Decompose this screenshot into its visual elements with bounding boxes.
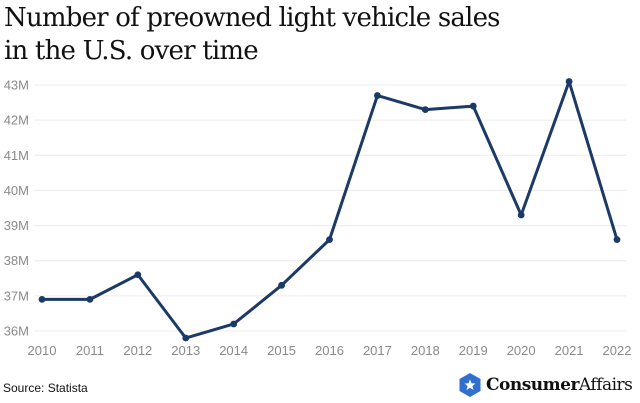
y-tick-label: 37M xyxy=(4,288,29,303)
data-point xyxy=(613,236,621,244)
x-tick-label: 2013 xyxy=(171,343,200,358)
data-point xyxy=(326,236,333,244)
y-axis-ticks: 36M 37M 38M 39M 40M 41M 42M 43M xyxy=(4,78,29,339)
gridlines xyxy=(34,84,626,332)
y-tick-label: 39M xyxy=(4,218,29,233)
y-tick-label: 41M xyxy=(4,148,29,163)
x-tick-label: 2010 xyxy=(28,343,57,358)
brand-name-bold: Consumer xyxy=(486,375,579,395)
x-tick-label: 2020 xyxy=(507,343,536,358)
chart-title: Number of preowned light vehicle sales i… xyxy=(4,2,604,68)
y-tick-label: 38M xyxy=(4,253,29,268)
data-point xyxy=(86,295,94,303)
y-tick-label: 43M xyxy=(4,78,29,93)
x-tick-label: 2016 xyxy=(315,343,344,358)
y-tick-label: 36M xyxy=(4,324,29,339)
chart-title-line-2: in the U.S. over time xyxy=(4,36,259,66)
chart-title-line-1: Number of preowned light vehicle sales xyxy=(4,3,501,33)
data-point xyxy=(134,271,142,279)
x-tick-label: 2012 xyxy=(123,343,152,358)
x-tick-label: 2015 xyxy=(267,343,296,358)
data-point xyxy=(278,281,285,289)
brand-name: ConsumerAffairs xyxy=(486,375,633,395)
data-point xyxy=(230,320,238,328)
x-tick-label: 2022 xyxy=(603,343,632,358)
x-tick-label: 2021 xyxy=(555,343,584,358)
data-point xyxy=(182,334,190,342)
data-point xyxy=(517,211,525,219)
x-tick-label: 2011 xyxy=(76,343,104,358)
x-axis-ticks: 2010 2011 2012 2013 2014 2015 2016 2017 2018 2019… xyxy=(28,343,632,358)
data-point xyxy=(38,295,46,303)
series-group xyxy=(38,78,621,342)
data-point xyxy=(421,106,429,113)
y-tick-label: 40M xyxy=(4,183,29,198)
consumeraffairs-logo: ConsumerAffairs xyxy=(458,372,633,398)
x-tick-label: 2018 xyxy=(411,343,440,358)
brand-name-light: Affairs xyxy=(578,375,633,395)
y-tick-label: 42M xyxy=(4,113,29,128)
data-point xyxy=(565,78,573,85)
shield-star-icon xyxy=(459,373,481,397)
source-note: Source: Statista xyxy=(3,381,88,395)
x-tick-label: 2019 xyxy=(459,343,488,358)
data-point xyxy=(469,102,477,110)
data-point xyxy=(374,92,381,99)
x-tick-label: 2014 xyxy=(219,343,248,358)
x-tick-label: 2017 xyxy=(363,343,392,358)
